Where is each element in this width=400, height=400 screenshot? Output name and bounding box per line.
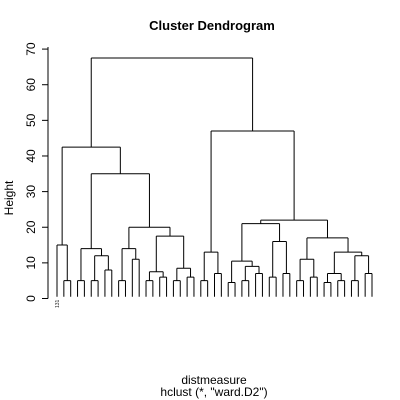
dendrogram-link (365, 274, 372, 297)
dendrogram-link (232, 261, 253, 282)
dendrogram-link (160, 277, 167, 297)
dendrogram-link (269, 277, 276, 297)
dendrogram-link (177, 268, 191, 280)
y-tick-label: 10 (24, 256, 38, 270)
dendrogram-link (64, 281, 71, 297)
y-axis-label: Height (2, 180, 16, 215)
dendrogram-link (355, 256, 369, 281)
chart-title: Cluster Dendrogram (149, 18, 275, 33)
dendrogram-link (228, 282, 235, 296)
dendrogram-link (261, 220, 328, 238)
leaf-label: 131 (55, 300, 61, 309)
y-tick-label: 40 (24, 149, 38, 163)
dendrogram-link (91, 58, 252, 147)
dendrogram-link (156, 236, 183, 272)
dendrogram-link (149, 272, 163, 281)
y-tick-label: 60 (24, 78, 38, 92)
dendrogram-link (132, 259, 139, 296)
dendrogram-link (297, 281, 304, 297)
y-ticks: 0 10 20 30 40 50 60 70 (24, 42, 48, 302)
dendrogram-link (242, 224, 280, 261)
dendrogram-link (187, 277, 194, 297)
y-tick-label: 0 (24, 295, 38, 302)
dendrogram-link (122, 249, 136, 281)
dendrogram-link (215, 274, 222, 297)
dendrogram-link (338, 281, 345, 297)
dendrogram-link (91, 281, 98, 297)
dendrogram-link (283, 274, 290, 297)
method-subtitle: hclust (*, "ward.D2") (160, 385, 267, 399)
dendrogram-link (91, 174, 149, 249)
dendrogram-link (256, 274, 263, 297)
dendrogram-link (146, 281, 153, 297)
dendrogram-link (129, 227, 170, 248)
y-tick-label: 70 (24, 42, 38, 56)
dendrogram-links (57, 58, 372, 297)
dendrogram-link (95, 256, 109, 281)
y-axis: 0 10 20 30 40 50 60 70 (24, 42, 48, 302)
dendrogram-link (242, 281, 249, 297)
y-tick-label: 30 (24, 185, 38, 199)
dendrogram-link (201, 281, 208, 297)
dendrogram-link (173, 281, 180, 297)
dendrogram-link (81, 249, 102, 281)
dendrogram-link (204, 252, 218, 281)
dendrogram-link (57, 245, 67, 297)
dendrogram-link (105, 270, 112, 297)
dendrogram-link (351, 281, 358, 297)
y-tick-label: 50 (24, 113, 38, 127)
dendrogram-link (211, 131, 294, 252)
leaf-labels: 131 (55, 300, 61, 309)
dendrogram-link (273, 241, 287, 277)
dendrogram-link (78, 281, 85, 297)
dendrogram-link (307, 238, 348, 259)
dendrogram-link (324, 282, 331, 296)
y-tick-label: 20 (24, 220, 38, 234)
dendrogram-link (310, 277, 317, 297)
dendrogram-link (119, 281, 126, 297)
